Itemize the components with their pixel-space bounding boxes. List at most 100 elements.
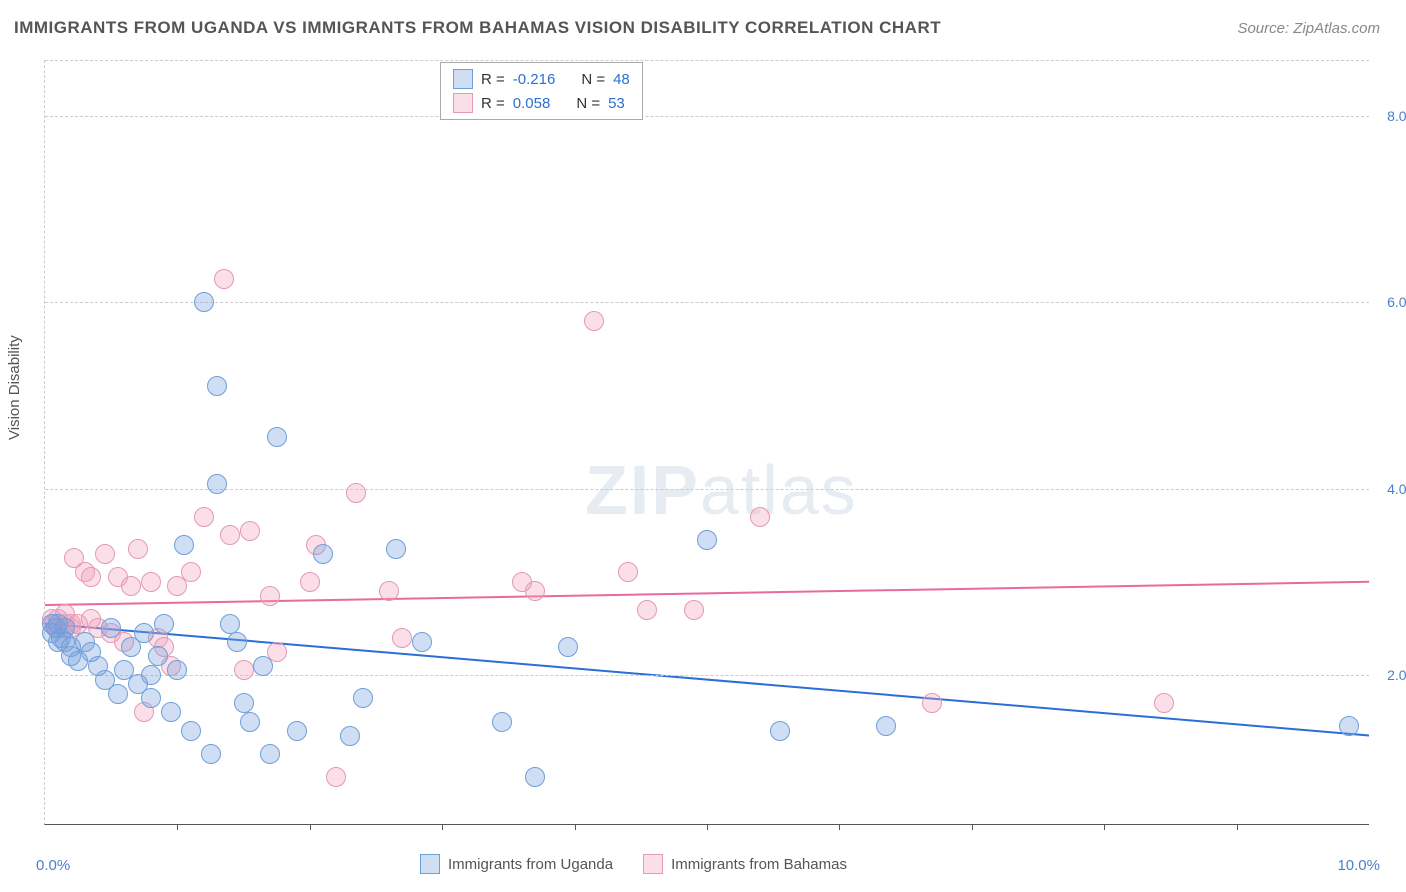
pink-point [214,269,234,289]
pink-point [618,562,638,582]
blue-point [340,726,360,746]
correlation-legend: R = -0.216 N = 48 R = 0.058 N = 53 [440,62,643,120]
pink-point [525,581,545,601]
blue-point [234,693,254,713]
pink-point [922,693,942,713]
blue-point [386,539,406,559]
y-tick-label: 6.0% [1387,294,1406,310]
blue-point [134,623,154,643]
legend-item-blue: Immigrants from Uganda [420,854,613,874]
series-name-blue: Immigrants from Uganda [448,856,613,873]
x-tick [310,824,311,830]
blue-point [353,688,373,708]
x-tick [1237,824,1238,830]
n-value-blue: 48 [613,71,630,88]
trend-line [45,582,1369,605]
blue-point [148,646,168,666]
y-tick-label: 4.0% [1387,481,1406,497]
blue-point [525,767,545,787]
blue-point [181,721,201,741]
plot-area: ZIPatlas 2.0%4.0%6.0%8.0% [44,60,1369,825]
blue-point [201,744,221,764]
r-label: R = [481,71,505,88]
pink-point [240,521,260,541]
blue-point [260,744,280,764]
pink-point [194,507,214,527]
x-axis-min-label: 0.0% [36,857,70,874]
blue-point [207,376,227,396]
watermark: ZIPatlas [585,450,858,530]
blue-point [161,702,181,722]
pink-point [121,576,141,596]
legend-row-pink: R = 0.058 N = 53 [453,91,630,115]
x-tick [972,824,973,830]
pink-point [260,586,280,606]
series-name-pink: Immigrants from Bahamas [671,856,847,873]
pink-point [141,572,161,592]
x-axis-max-label: 10.0% [1337,857,1380,874]
n-label: N = [581,71,605,88]
y-tick-label: 8.0% [1387,108,1406,124]
chart-title: IMMIGRANTS FROM UGANDA VS IMMIGRANTS FRO… [14,18,941,38]
blue-point [194,292,214,312]
blue-point [167,660,187,680]
n-label: N = [576,95,600,112]
pink-point [181,562,201,582]
swatch-pink [643,854,663,874]
blue-point [240,712,260,732]
pink-point [584,311,604,331]
gridline [45,60,1369,61]
pink-point [346,483,366,503]
x-tick [177,824,178,830]
source-attribution: Source: ZipAtlas.com [1237,20,1380,37]
pink-point [750,507,770,527]
pink-point [81,567,101,587]
x-tick [839,824,840,830]
blue-point [108,684,128,704]
blue-point [220,614,240,634]
blue-point [558,637,578,657]
blue-point [227,632,247,652]
blue-point [174,535,194,555]
gridline [45,302,1369,303]
r-value-blue: -0.216 [513,71,556,88]
pink-point [128,539,148,559]
blue-point [1339,716,1359,736]
watermark-light: atlas [700,451,858,529]
blue-point [697,530,717,550]
blue-point [770,721,790,741]
blue-point [154,614,174,634]
pink-point [95,544,115,564]
blue-point [141,665,161,685]
blue-point [141,688,161,708]
swatch-pink [453,93,473,113]
x-tick [442,824,443,830]
swatch-blue [420,854,440,874]
pink-point [234,660,254,680]
x-tick [1104,824,1105,830]
series-legend: Immigrants from Uganda Immigrants from B… [420,854,847,874]
pink-point [220,525,240,545]
blue-point [313,544,333,564]
x-tick [575,824,576,830]
blue-point [412,632,432,652]
blue-point [253,656,273,676]
legend-item-pink: Immigrants from Bahamas [643,854,847,874]
y-axis-label: Vision Disability [6,335,23,440]
gridline [45,116,1369,117]
y-tick-label: 2.0% [1387,667,1406,683]
pink-point [379,581,399,601]
pink-point [1154,693,1174,713]
pink-point [684,600,704,620]
blue-point [492,712,512,732]
blue-point [876,716,896,736]
pink-point [392,628,412,648]
pink-point [326,767,346,787]
gridline [45,489,1369,490]
blue-point [207,474,227,494]
blue-point [267,427,287,447]
blue-point [101,618,121,638]
x-tick [707,824,708,830]
r-label: R = [481,95,505,112]
blue-point [287,721,307,741]
